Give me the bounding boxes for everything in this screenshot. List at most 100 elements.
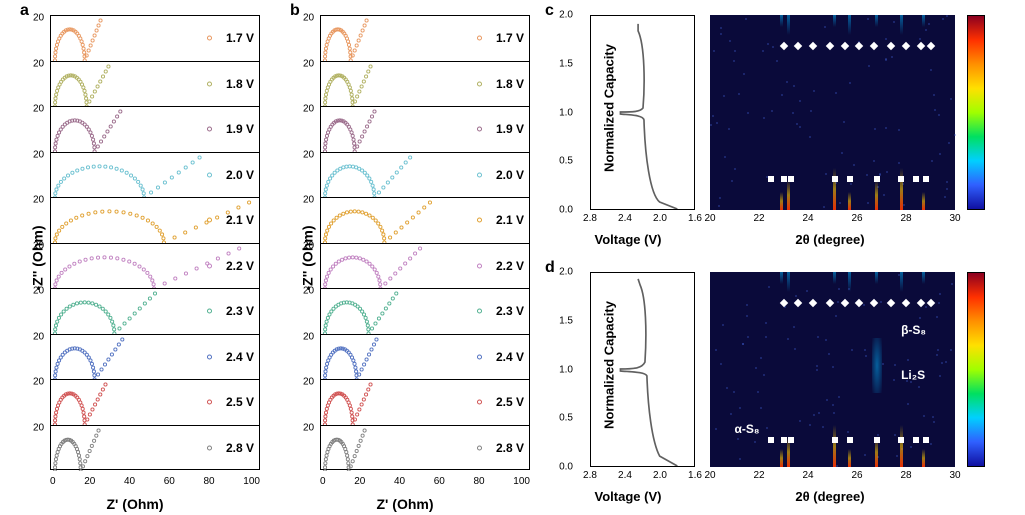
panel-cd-wrap: c Normalized Capacity 0.00.51.01.52.0 2.… bbox=[540, 0, 1025, 515]
panel-a-xticks: 020406080100 bbox=[50, 476, 260, 487]
panel-a: a -Z'' (Ohm) 1.7 V1.8 V1.9 V2.0 V2.1 V2.… bbox=[0, 0, 270, 515]
y-tick: 20 bbox=[33, 195, 44, 206]
x-tick: 80 bbox=[204, 476, 215, 487]
square-marker bbox=[923, 437, 929, 443]
x-tick: 28 bbox=[900, 213, 911, 224]
x-tick: 26 bbox=[851, 213, 862, 224]
voltage-label: 2.4 V bbox=[496, 350, 524, 364]
voltage-label: 1.8 V bbox=[226, 77, 254, 91]
voltage-label: 2.3 V bbox=[496, 304, 524, 318]
diamond-marker bbox=[794, 42, 802, 50]
x-tick: 20 bbox=[704, 470, 715, 481]
y-tick: 20 bbox=[33, 240, 44, 251]
y-tick: 20 bbox=[33, 331, 44, 342]
x-tick: 24 bbox=[802, 213, 813, 224]
square-marker bbox=[898, 437, 904, 443]
nyquist-row: 2.4 V bbox=[51, 335, 259, 381]
square-marker bbox=[913, 176, 919, 182]
panel-d-hm-xlabel: 2θ (degree) bbox=[795, 489, 864, 504]
x-tick: 22 bbox=[753, 470, 764, 481]
x-tick: 0 bbox=[320, 476, 326, 487]
square-marker bbox=[788, 437, 794, 443]
legend-marker bbox=[207, 127, 212, 132]
panel-c-colorbar bbox=[967, 15, 985, 210]
nyquist-row: 2.5 V bbox=[321, 380, 529, 426]
panel-d-colorbar bbox=[967, 272, 985, 467]
x-tick: 20 bbox=[704, 213, 715, 224]
nyquist-row: 1.9 V bbox=[321, 107, 529, 153]
panel-c-vp-inner bbox=[590, 15, 695, 210]
panel-b-label: b bbox=[290, 2, 300, 20]
nyquist-row: 2.8 V bbox=[51, 426, 259, 472]
diamond-marker bbox=[887, 42, 895, 50]
panel-c-heatmap: 202224262830 2θ (degree) bbox=[700, 0, 990, 257]
legend-marker bbox=[477, 446, 482, 451]
legend-marker bbox=[207, 172, 212, 177]
voltage-label: 2.8 V bbox=[496, 441, 524, 455]
voltage-label: 2.3 V bbox=[226, 304, 254, 318]
y-tick: 20 bbox=[303, 240, 314, 251]
y-tick: 0.5 bbox=[559, 413, 573, 424]
voltage-label: 1.9 V bbox=[226, 122, 254, 136]
square-marker bbox=[832, 176, 838, 182]
x-tick: 26 bbox=[851, 470, 862, 481]
voltage-label: 2.0 V bbox=[496, 168, 524, 182]
panel-b-xticks: 020406080100 bbox=[320, 476, 530, 487]
y-tick: 1.0 bbox=[559, 107, 573, 118]
diamond-marker bbox=[855, 42, 863, 50]
legend-marker bbox=[477, 309, 482, 314]
diamond-marker bbox=[794, 299, 802, 307]
heatmap-annotation: α-S₈ bbox=[735, 422, 760, 436]
y-tick: 20 bbox=[303, 104, 314, 115]
legend-marker bbox=[477, 127, 482, 132]
square-marker bbox=[781, 176, 787, 182]
legend-marker bbox=[207, 446, 212, 451]
heatmap-annotation: Li₂S bbox=[901, 368, 925, 382]
legend-marker bbox=[477, 400, 482, 405]
diamond-marker bbox=[916, 42, 924, 50]
panel-c-vp-xlabel: Voltage (V) bbox=[595, 232, 662, 247]
x-tick: 60 bbox=[434, 476, 445, 487]
legend-marker bbox=[207, 309, 212, 314]
panel-c-voltage-plot: Normalized Capacity 0.00.51.01.52.0 2.82… bbox=[540, 0, 700, 257]
panel-b-xlabel: Z' (Ohm) bbox=[377, 496, 434, 512]
voltage-label: 2.2 V bbox=[226, 259, 254, 273]
diamond-marker bbox=[826, 299, 834, 307]
voltage-label: 2.5 V bbox=[226, 395, 254, 409]
panel-b-plot: 1.7 V1.8 V1.9 V2.0 V2.1 V2.2 V2.3 V2.4 V… bbox=[320, 15, 530, 470]
legend-marker bbox=[477, 81, 482, 86]
legend-marker bbox=[477, 263, 482, 268]
y-tick: 20 bbox=[303, 286, 314, 297]
nyquist-row: 2.8 V bbox=[321, 426, 529, 472]
diamond-marker bbox=[902, 299, 910, 307]
legend-marker bbox=[477, 218, 482, 223]
x-tick: 100 bbox=[243, 476, 260, 487]
y-tick: 0.0 bbox=[559, 205, 573, 216]
x-tick: 22 bbox=[753, 213, 764, 224]
y-tick: 20 bbox=[303, 331, 314, 342]
y-tick: 1.5 bbox=[559, 58, 573, 69]
nyquist-row: 1.7 V bbox=[321, 16, 529, 62]
diamond-marker bbox=[870, 42, 878, 50]
diamond-marker bbox=[826, 42, 834, 50]
square-marker bbox=[788, 176, 794, 182]
y-tick: 20 bbox=[303, 422, 314, 433]
x-tick: 60 bbox=[164, 476, 175, 487]
diamond-marker bbox=[902, 42, 910, 50]
panel-d-voltage-plot: Normalized Capacity 0.00.51.01.52.0 2.82… bbox=[540, 257, 700, 514]
nyquist-row: 1.8 V bbox=[51, 62, 259, 108]
y-tick: 20 bbox=[33, 104, 44, 115]
square-marker bbox=[847, 437, 853, 443]
x-tick: 2.4 bbox=[618, 213, 632, 224]
voltage-label: 2.0 V bbox=[226, 168, 254, 182]
x-tick: 2.0 bbox=[653, 213, 667, 224]
legend-marker bbox=[207, 354, 212, 359]
voltage-label: 1.7 V bbox=[226, 31, 254, 45]
y-tick: 20 bbox=[33, 13, 44, 24]
diamond-marker bbox=[926, 42, 934, 50]
y-tick: 20 bbox=[33, 286, 44, 297]
x-tick: 28 bbox=[900, 470, 911, 481]
y-tick: 20 bbox=[33, 422, 44, 433]
voltage-label: 1.8 V bbox=[496, 77, 524, 91]
panel-d-vp-inner bbox=[590, 272, 695, 467]
